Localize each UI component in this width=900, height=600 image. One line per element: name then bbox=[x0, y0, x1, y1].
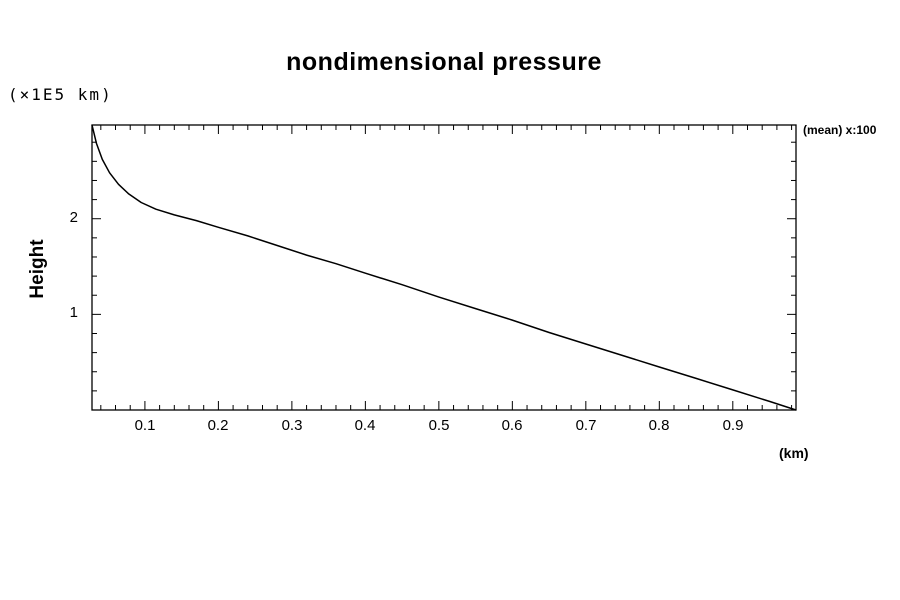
x-tick-label: 0.8 bbox=[648, 417, 670, 434]
x-axis-unit-label: (km) bbox=[779, 445, 809, 461]
mean-annotation: (mean) x:100 bbox=[803, 123, 877, 137]
y-tick-label: 1 bbox=[69, 304, 78, 321]
pressure-curve bbox=[91, 124, 797, 411]
x-tick-label: 0.6 bbox=[501, 417, 523, 434]
y-axis-unit-label: (×1E5 km) bbox=[8, 85, 113, 104]
plot-frame bbox=[91, 124, 797, 411]
x-tick-label: 0.7 bbox=[575, 417, 597, 434]
x-tick-label: 0.4 bbox=[354, 417, 376, 434]
x-tick-label: 0.5 bbox=[428, 417, 450, 434]
x-tick-label: 0.2 bbox=[207, 417, 229, 434]
y-tick-label: 2 bbox=[69, 209, 78, 226]
x-tick-label: 0.1 bbox=[134, 417, 156, 434]
y-axis-label: Height bbox=[27, 239, 48, 299]
x-tick-label: 0.3 bbox=[281, 417, 303, 434]
chart-title: nondimensional pressure bbox=[286, 48, 602, 76]
x-tick-label: 0.9 bbox=[722, 417, 744, 434]
